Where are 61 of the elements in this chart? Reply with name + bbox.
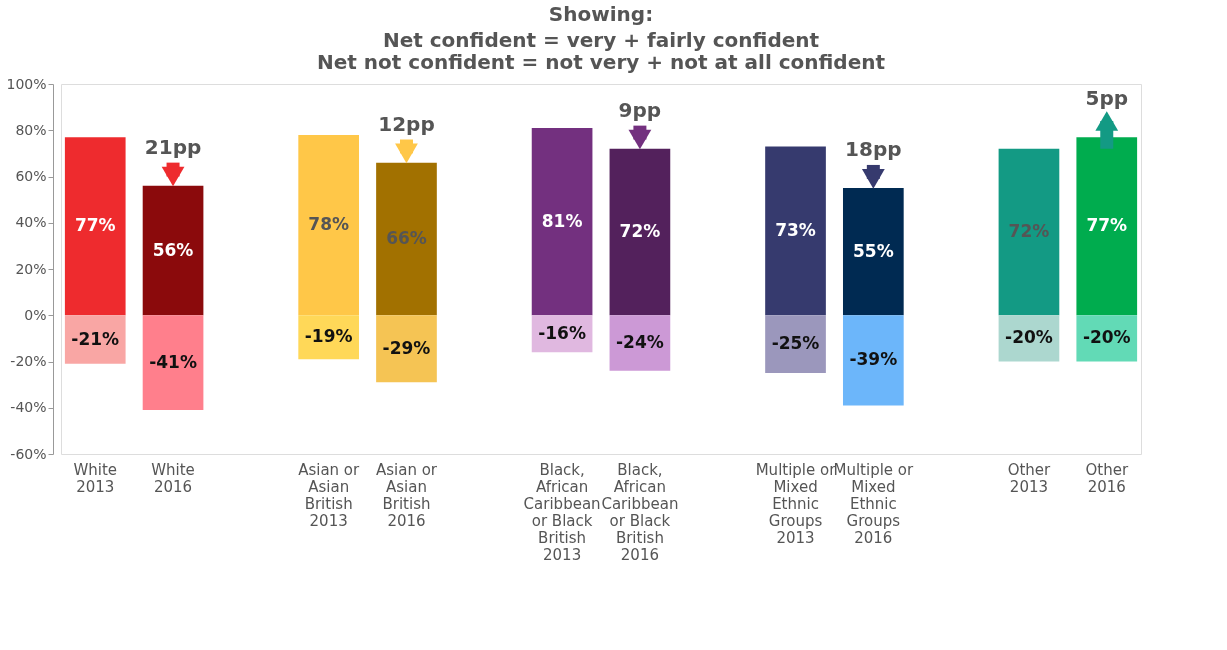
bar <box>531 127 593 316</box>
x-tick-label: Black, African Caribbean or Black British 2016 <box>601 460 679 564</box>
data-label: 77% <box>1086 215 1128 236</box>
data-label: -19% <box>304 326 353 347</box>
data-label: -20% <box>1005 327 1053 348</box>
bar <box>64 137 126 316</box>
data-label: 73% <box>775 219 816 240</box>
bar <box>842 315 904 406</box>
data-label: 77% <box>74 215 116 236</box>
x-tick-label: White 2016 <box>151 460 195 496</box>
y-tick-label: -60% <box>10 445 47 462</box>
bar <box>765 146 826 316</box>
bar <box>1076 137 1138 316</box>
bar <box>142 185 204 316</box>
x-tick-label: Asian or Asian British 2016 <box>375 460 438 530</box>
data-label: 81% <box>541 210 583 231</box>
data-label: -24% <box>616 332 664 352</box>
bar <box>376 315 437 383</box>
annotation: 12pp <box>378 111 435 136</box>
x-tick-label: Asian or Asian British 2013 <box>298 460 361 530</box>
bar <box>298 134 360 316</box>
chart-subtitle: Net confident = very + fairly confident Net not confident = not very + not at all confident <box>316 28 886 74</box>
annotation: 9pp <box>618 98 662 122</box>
bar <box>998 148 1060 316</box>
x-tick-label: Multiple or Mixed Ethnic Groups 2016 <box>833 460 915 547</box>
annotation: 21pp <box>144 135 202 159</box>
bar <box>842 188 904 316</box>
data-label: -21% <box>71 328 120 349</box>
data-label: 55% <box>852 240 894 261</box>
data-label: -41% <box>149 351 197 372</box>
x-tick-label: Other 2013 <box>1007 460 1052 496</box>
bar <box>609 148 671 316</box>
data-label: 66% <box>386 227 427 248</box>
x-tick-label: Other 2016 <box>1085 460 1129 496</box>
chart-title: Showing: <box>548 2 654 26</box>
x-tick-label: White 2013 <box>73 460 118 496</box>
bar <box>376 162 437 316</box>
y-tick-label: -40% <box>10 399 47 416</box>
y-tick-label: 80% <box>15 121 47 138</box>
bar <box>142 315 204 411</box>
bar <box>1076 315 1138 362</box>
y-tick-label: -20% <box>10 353 47 369</box>
x-tick-label: Black, African Caribbean or Black British 2013 <box>523 460 601 564</box>
data-label: 72% <box>619 221 661 241</box>
data-label: -20% <box>1082 327 1131 348</box>
annotation: 18pp <box>845 137 902 162</box>
y-tick-label: 40% <box>15 214 47 231</box>
data-label: -29% <box>382 337 431 358</box>
y-tick-label: 0% <box>24 306 47 323</box>
y-tick-label: 20% <box>15 260 47 277</box>
y-tick-label: 100% <box>6 75 47 92</box>
data-label: 72% <box>1008 221 1050 241</box>
annotation: 5pp <box>1085 86 1129 111</box>
data-label: -39% <box>849 349 898 370</box>
bar <box>765 315 826 374</box>
data-label: 78% <box>308 214 350 235</box>
bar <box>64 315 126 364</box>
data-label: -16% <box>538 322 586 343</box>
data-label: 56% <box>152 239 194 260</box>
data-label: -25% <box>771 333 820 354</box>
y-tick-label: 60% <box>15 168 47 184</box>
